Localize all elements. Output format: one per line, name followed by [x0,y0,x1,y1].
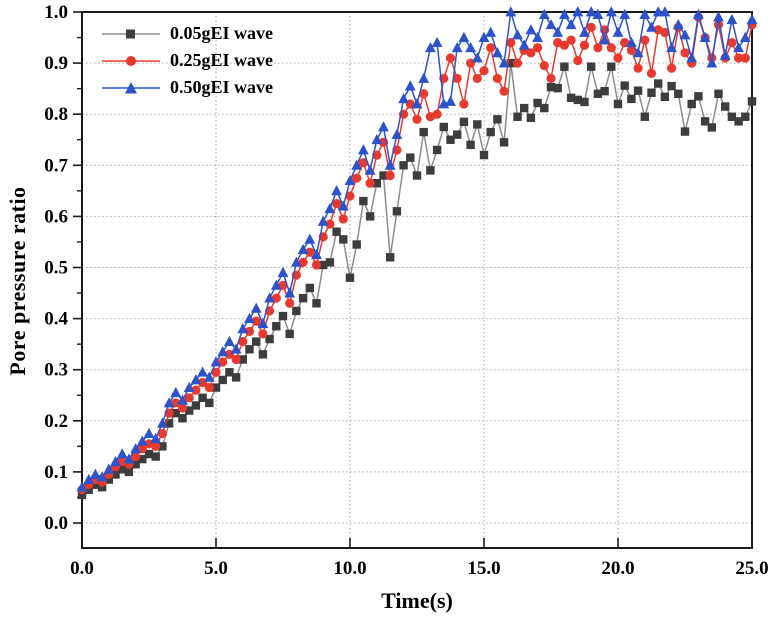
svg-text:0.0: 0.0 [44,513,68,534]
svg-text:0.8: 0.8 [44,104,68,125]
triangle-marker-icon [102,81,160,93]
legend-label: 0.50gEI wave [170,77,273,97]
svg-text:1.0: 1.0 [44,2,68,23]
x-axis-title: Time(s) [381,588,453,613]
legend-item-025g: 0.25gEI wave [102,47,273,74]
legend-label: 0.05gEI wave [170,23,273,43]
svg-text:0.1: 0.1 [44,462,68,483]
svg-text:0.5: 0.5 [44,258,68,279]
svg-text:10.0: 10.0 [333,558,366,579]
square-marker-icon [102,29,160,38]
svg-text:0.0: 0.0 [70,558,94,579]
svg-text:0.6: 0.6 [44,206,68,227]
legend: 0.05gEI wave 0.25gEI wave 0.50gEI wave [102,20,273,101]
svg-text:0.7: 0.7 [44,155,68,176]
svg-text:0.9: 0.9 [44,53,68,74]
svg-text:15.0: 15.0 [467,558,500,579]
svg-text:0.3: 0.3 [44,360,68,381]
circle-marker-icon [102,55,160,66]
svg-text:0.4: 0.4 [44,309,68,330]
legend-label: 0.25gEI wave [170,50,273,70]
svg-text:20.0: 20.0 [601,558,634,579]
legend-item-050g: 0.50gEI wave [102,74,273,101]
y-axis-title: Pore pressure ratio [5,186,30,376]
svg-text:25.0: 25.0 [735,558,768,579]
legend-item-005g: 0.05gEI wave [102,20,273,47]
svg-text:0.2: 0.2 [44,411,68,432]
svg-text:5.0: 5.0 [204,558,228,579]
